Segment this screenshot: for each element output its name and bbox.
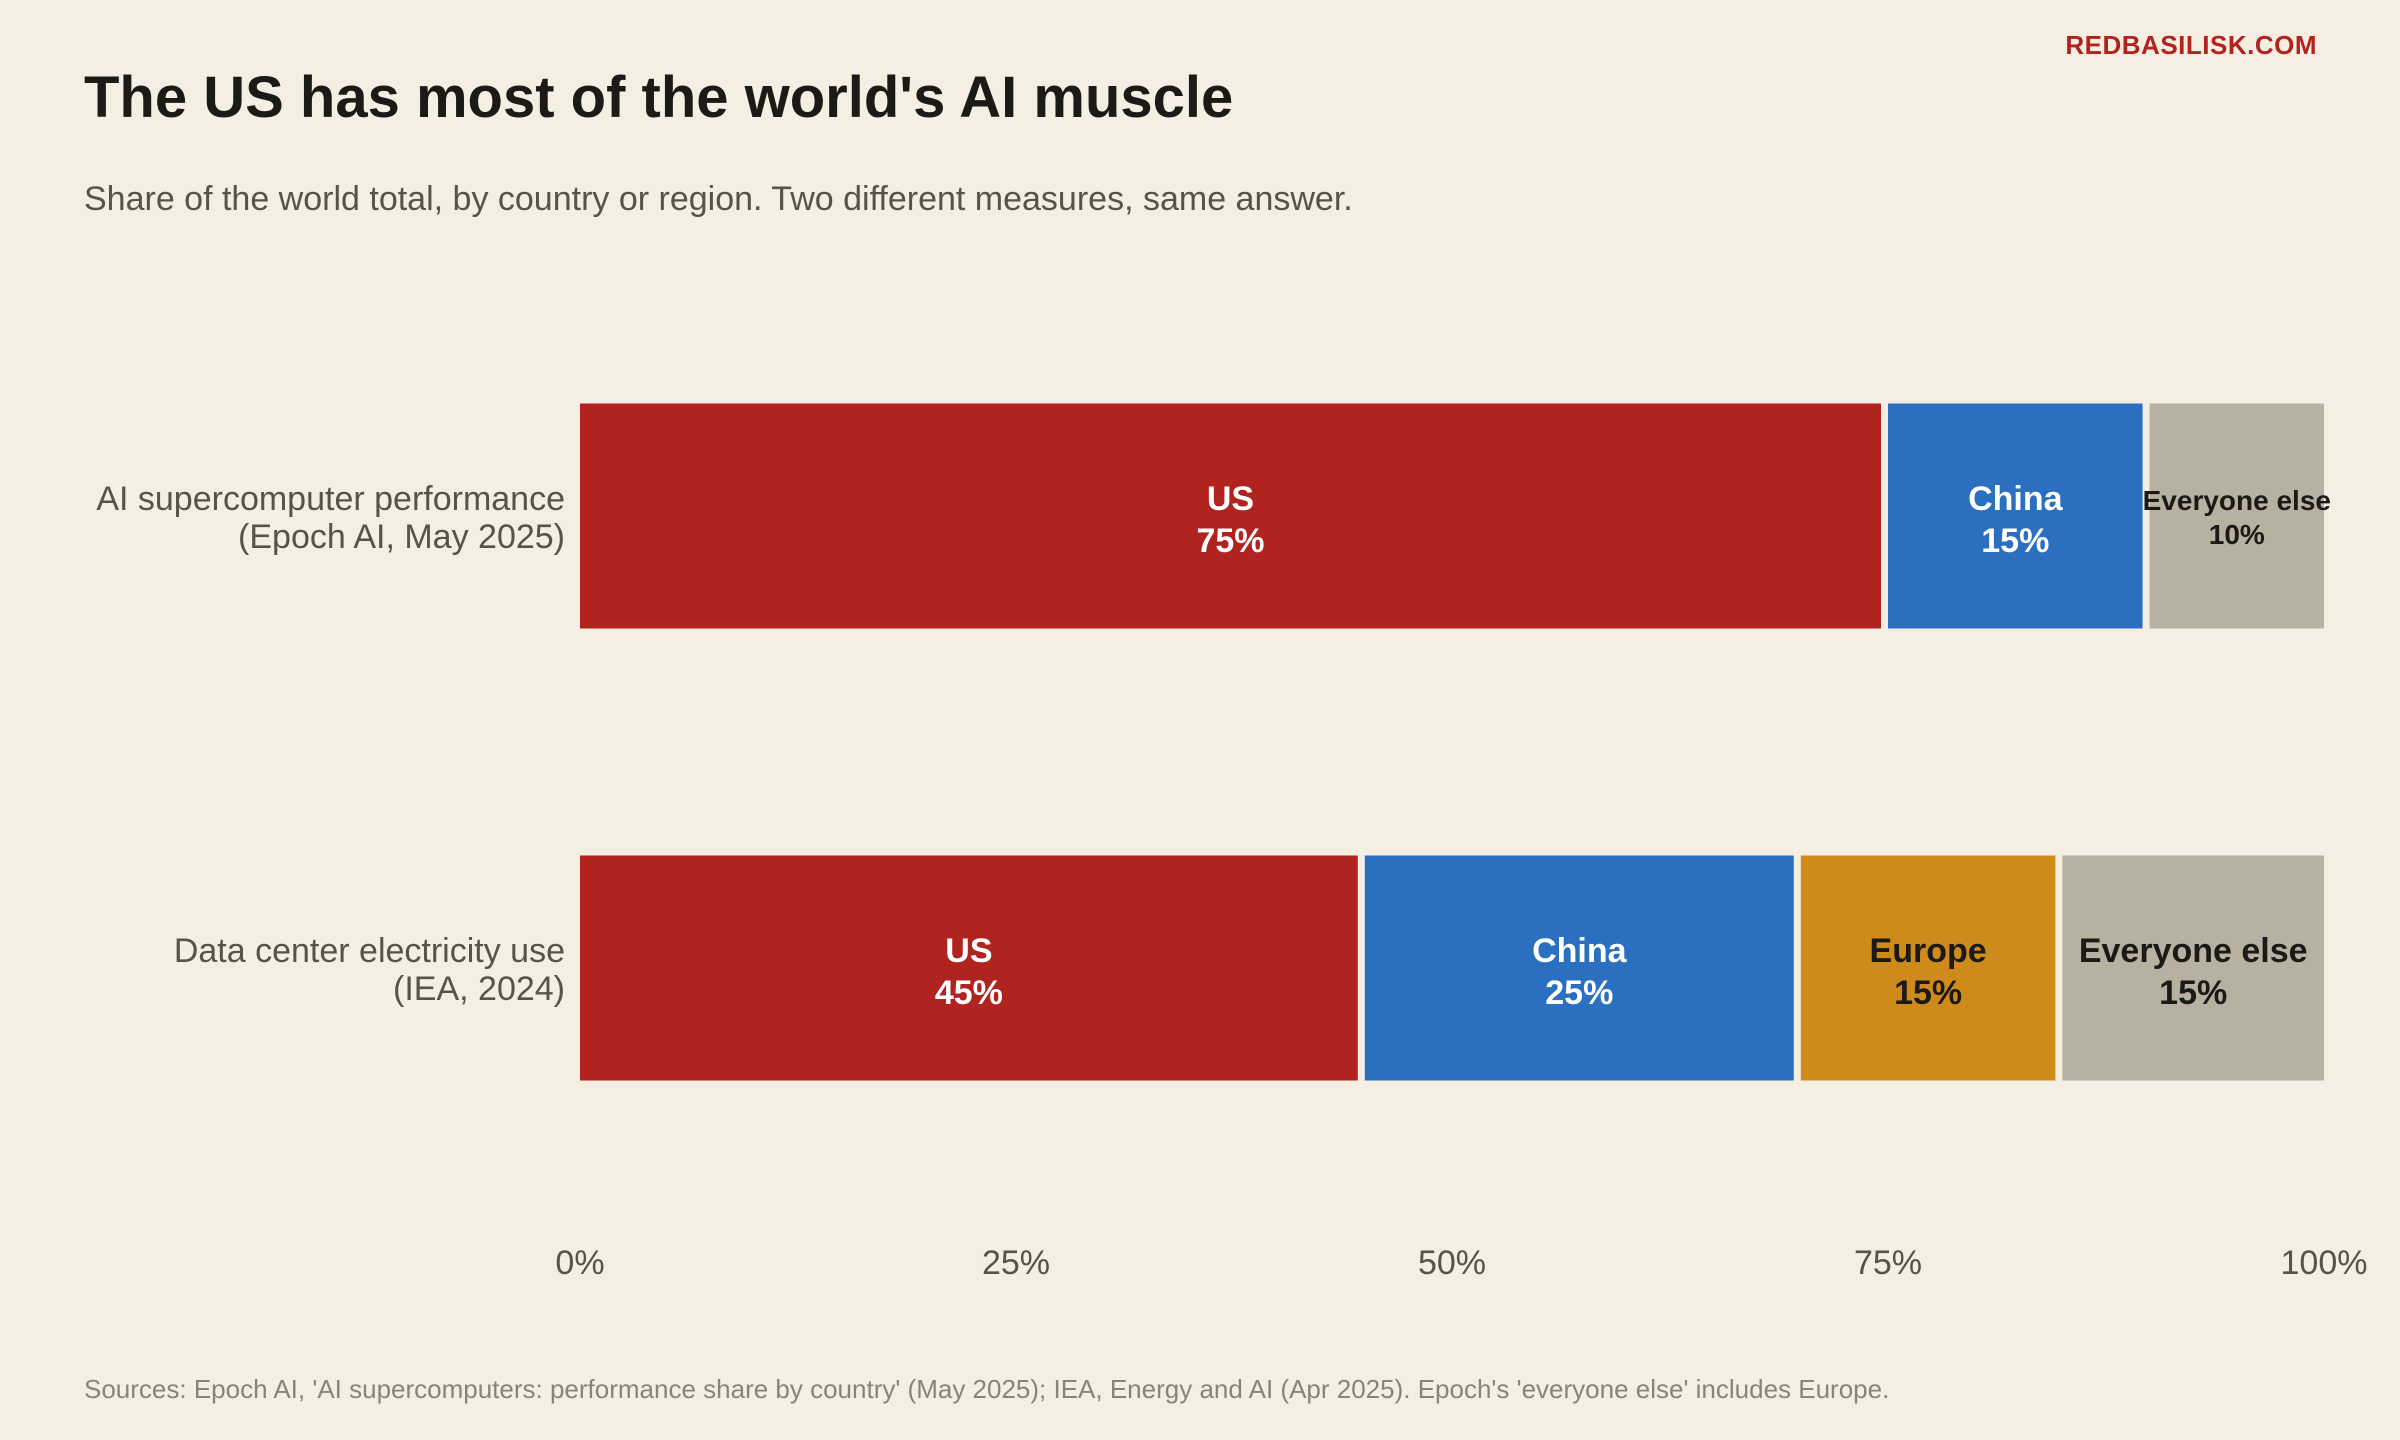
segment-name-label: US [945, 932, 992, 970]
bar-segment [2149, 403, 2324, 629]
bar-segment [1364, 855, 1794, 1081]
segment-value-label: 15% [1981, 522, 2049, 560]
segment-name-label: Everyone else [2079, 932, 2308, 970]
row-label: Data center electricity use (IEA, 2024) [174, 932, 565, 1008]
segment-value-label: 75% [1196, 522, 1264, 560]
bar-segment [1888, 403, 2143, 629]
segment-name-label: China [1532, 932, 1628, 970]
bar-segment [580, 403, 1881, 629]
segment-name-label: US [1207, 480, 1254, 518]
segment-value-label: 15% [2159, 974, 2227, 1012]
x-tick-label: 75% [1854, 1244, 1922, 1282]
segment-value-label: 25% [1545, 974, 1613, 1012]
chart-subtitle: Share of the world total, by country or … [84, 180, 1353, 218]
segment-name-label: Everyone else [2143, 485, 2331, 516]
x-tick-label: 100% [2281, 1244, 2368, 1282]
segment-value-label: 15% [1894, 974, 1962, 1012]
segment-name-label: China [1968, 480, 2064, 518]
bar-segment [580, 855, 1358, 1081]
segment-value-label: 45% [935, 974, 1003, 1012]
x-tick-label: 0% [555, 1244, 604, 1282]
source-note: Sources: Epoch AI, 'AI supercomputers: p… [84, 1374, 1890, 1404]
stacked-bar-chart: AI supercomputer performance (Epoch AI, M… [96, 403, 2368, 1282]
segment-name-label: Europe [1870, 932, 1987, 970]
bar-segment [1800, 855, 2056, 1081]
chart-title: The US has most of the world's AI muscle [84, 65, 1234, 130]
x-tick-label: 25% [982, 1244, 1050, 1282]
x-tick-label: 50% [1418, 1244, 1486, 1282]
row-label: AI supercomputer performance (Epoch AI, M… [96, 480, 565, 556]
segment-value-label: 10% [2209, 519, 2265, 550]
bar-segment [2062, 855, 2324, 1081]
brand-logo: REDBASILISK.COM [2065, 30, 2317, 60]
